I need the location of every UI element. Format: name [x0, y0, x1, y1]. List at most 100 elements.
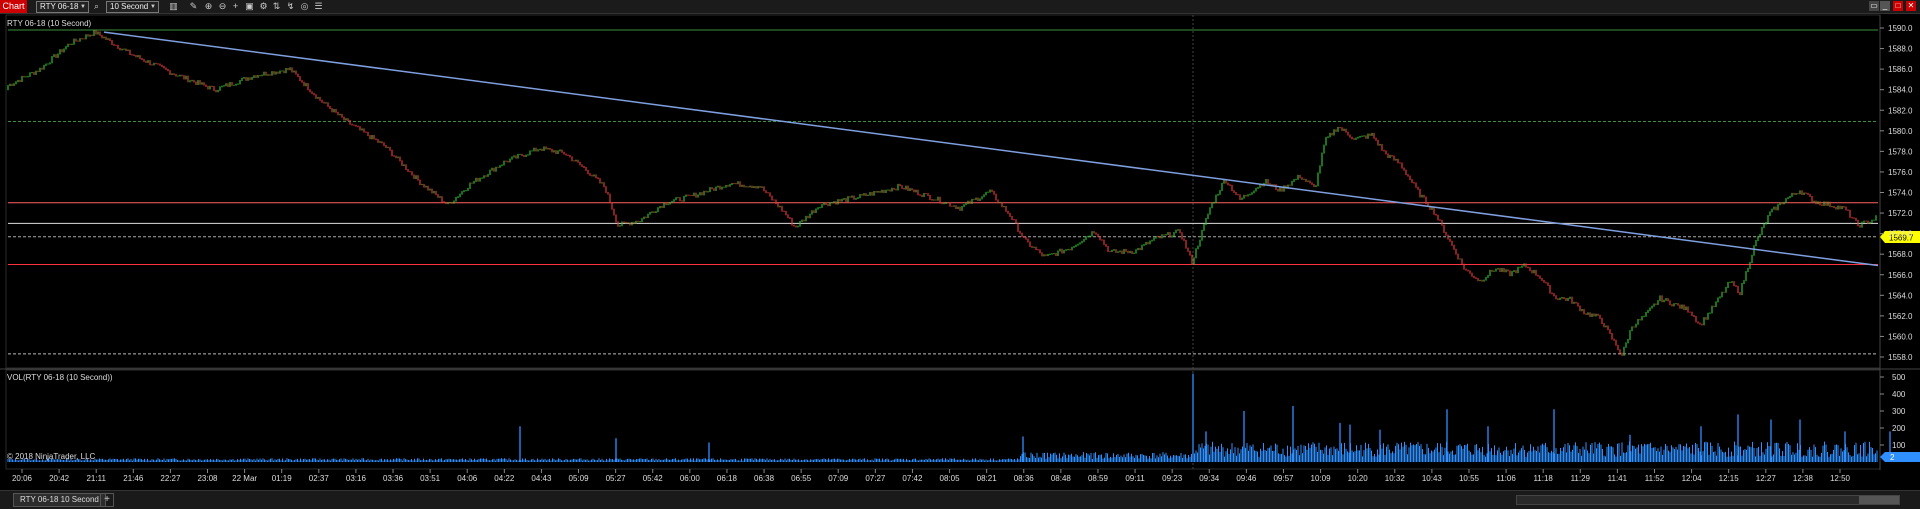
- time-tick-label: 08:48: [1051, 474, 1072, 483]
- time-tick-label: 12:38: [1793, 474, 1814, 483]
- time-tick-label: 07:27: [865, 474, 886, 483]
- time-tick-label: 06:55: [791, 474, 812, 483]
- time-tick-label: 04:43: [531, 474, 552, 483]
- time-tick-label: 22:27: [160, 474, 181, 483]
- time-tick-label: 20:42: [49, 474, 70, 483]
- scroll-thumb[interactable]: [1859, 496, 1899, 504]
- time-tick-label: 10:43: [1422, 474, 1443, 483]
- time-tick-label: 11:41: [1608, 474, 1628, 483]
- last-price-marker: 1569.7: [1880, 231, 1920, 243]
- search-icon[interactable]: ⌕: [93, 1, 100, 11]
- time-tick-label: 03:51: [420, 474, 441, 483]
- strategy-icon[interactable]: ↯: [286, 1, 295, 11]
- price-tick-label: 1566.0: [1888, 271, 1913, 280]
- time-tick-label: 11:06: [1496, 474, 1516, 483]
- price-tick-label: 1582.0: [1888, 106, 1913, 115]
- price-axis: 1590.0 1588.0 1586.0 1584.0 1582.0 1580.0 1578…: [1880, 24, 1913, 362]
- draw-pencil-icon[interactable]: ✎: [189, 1, 198, 11]
- copyright-text: © 2018 NinjaTrader, LLC: [7, 452, 96, 461]
- restore-icon[interactable]: ▭: [1869, 1, 1879, 11]
- volume-tick-label: 500: [1892, 373, 1906, 382]
- horizontal-lines: [8, 29, 1878, 355]
- time-tick-label: 10:55: [1459, 474, 1480, 483]
- chart-sheet-tab[interactable]: RTY 06-18 10 Second: [13, 493, 106, 507]
- interval-select[interactable]: 10 Second ▼: [106, 1, 159, 13]
- time-tick-label: 05:27: [606, 474, 627, 483]
- price-tick-label: 1564.0: [1888, 291, 1913, 300]
- time-tick-label: 08:59: [1088, 474, 1109, 483]
- time-tick-label: 05:09: [569, 474, 590, 483]
- time-tick-label: 12:50: [1830, 474, 1851, 483]
- volume-tick-label: 400: [1892, 390, 1906, 399]
- indicators-icon[interactable]: ⚙: [259, 1, 268, 11]
- interval-value: 10 Second: [110, 2, 149, 11]
- time-tick-label: 09:46: [1236, 474, 1257, 483]
- properties-icon[interactable]: ▣: [245, 1, 254, 11]
- zoom-out-icon[interactable]: ⊖: [218, 1, 227, 11]
- close-icon[interactable]: ✕: [1906, 1, 1916, 11]
- maximize-icon[interactable]: □: [1893, 1, 1903, 11]
- last-volume-label: 2: [1890, 453, 1895, 462]
- time-tick-label: 21:46: [123, 474, 144, 483]
- chart-tab[interactable]: Chart: [0, 0, 27, 13]
- chart-panel-title: RTY 06-18 (10 Second): [7, 19, 92, 28]
- price-tick-label: 1560.0: [1888, 332, 1913, 341]
- zoom-in-icon[interactable]: ⊕: [204, 1, 213, 11]
- time-tick-label: 10:09: [1311, 474, 1332, 483]
- reload-icon[interactable]: ◎: [300, 1, 309, 11]
- time-tick-label: 08:36: [1014, 474, 1035, 483]
- time-tick-label: 07:42: [902, 474, 923, 483]
- time-tick-label: 12:04: [1682, 474, 1703, 483]
- time-tick-label: 06:00: [680, 474, 701, 483]
- price-tick-label: 1558.0: [1888, 353, 1913, 362]
- time-tick-label: 11:52: [1645, 474, 1665, 483]
- time-tick-label: 10:32: [1385, 474, 1406, 483]
- price-tick-label: 1578.0: [1888, 147, 1913, 156]
- add-tab-button[interactable]: +: [100, 493, 114, 507]
- trend-line[interactable]: [103, 31, 1879, 267]
- price-tick-label: 1586.0: [1888, 65, 1913, 74]
- time-tick-label: 05:42: [643, 474, 664, 483]
- volume-axis: 500 400 300 200 100: [1880, 373, 1906, 450]
- volume-series: [7, 373, 1891, 462]
- last-volume-marker: 2: [1880, 452, 1920, 462]
- bar-type-icon[interactable]: ▥: [169, 1, 178, 11]
- time-tick-label: 12:15: [1719, 474, 1740, 483]
- volume-tick-label: 100: [1892, 441, 1906, 450]
- time-tick-label: 09:11: [1125, 474, 1145, 483]
- time-tick-label: 03:36: [383, 474, 404, 483]
- price-tick-label: 1590.0: [1888, 24, 1913, 33]
- horizontal-scrollbar[interactable]: [1516, 495, 1900, 505]
- time-tick-label: 21:11: [86, 474, 106, 483]
- crosshair-icon[interactable]: +: [232, 1, 239, 11]
- time-tick-label: 03:16: [346, 474, 367, 483]
- time-axis: 20:06 20:42 21:11 21:46 22:27 23:08 22 Mar 01:1…: [12, 469, 1851, 483]
- time-tick-label: 10:20: [1348, 474, 1369, 483]
- time-tick-label: 08:05: [940, 474, 961, 483]
- last-price-label: 1569.7: [1889, 234, 1914, 243]
- time-tick-label: 11:29: [1571, 474, 1591, 483]
- time-tick-label: 09:23: [1162, 474, 1183, 483]
- minimize-icon[interactable]: _: [1880, 1, 1890, 11]
- price-tick-label: 1576.0: [1888, 168, 1913, 177]
- price-tick-label: 1570.0: [1888, 230, 1913, 239]
- data-box-icon[interactable]: ☰: [314, 1, 323, 11]
- price-tick-label: 1574.0: [1888, 189, 1913, 198]
- strategies-icon[interactable]: ⇅: [272, 1, 281, 11]
- chevron-down-icon: ▼: [150, 4, 156, 10]
- price-tick-label: 1588.0: [1888, 45, 1913, 54]
- time-tick-label: 02:37: [309, 474, 330, 483]
- time-tick-label: 11:18: [1533, 474, 1553, 483]
- toolbar: Chart RTY 06-18 ▼ ⌕ 10 Second ▼ ▥ ✎ ⊕ ⊖ + …: [0, 0, 1920, 14]
- instrument-select[interactable]: RTY 06-18 ▼: [36, 1, 89, 13]
- instrument-value: RTY 06-18: [40, 2, 79, 11]
- price-tick-label: 1568.0: [1888, 250, 1913, 259]
- time-tick-label: 09:34: [1199, 474, 1220, 483]
- chevron-down-icon: ▼: [80, 4, 86, 10]
- time-tick-label: 01:19: [272, 474, 293, 483]
- time-tick-label: 04:06: [457, 474, 478, 483]
- price-tick-label: 1584.0: [1888, 86, 1913, 95]
- bottom-tab-bar: RTY 06-18 10 Second +: [0, 490, 1920, 509]
- volume-tick-label: 300: [1892, 407, 1906, 416]
